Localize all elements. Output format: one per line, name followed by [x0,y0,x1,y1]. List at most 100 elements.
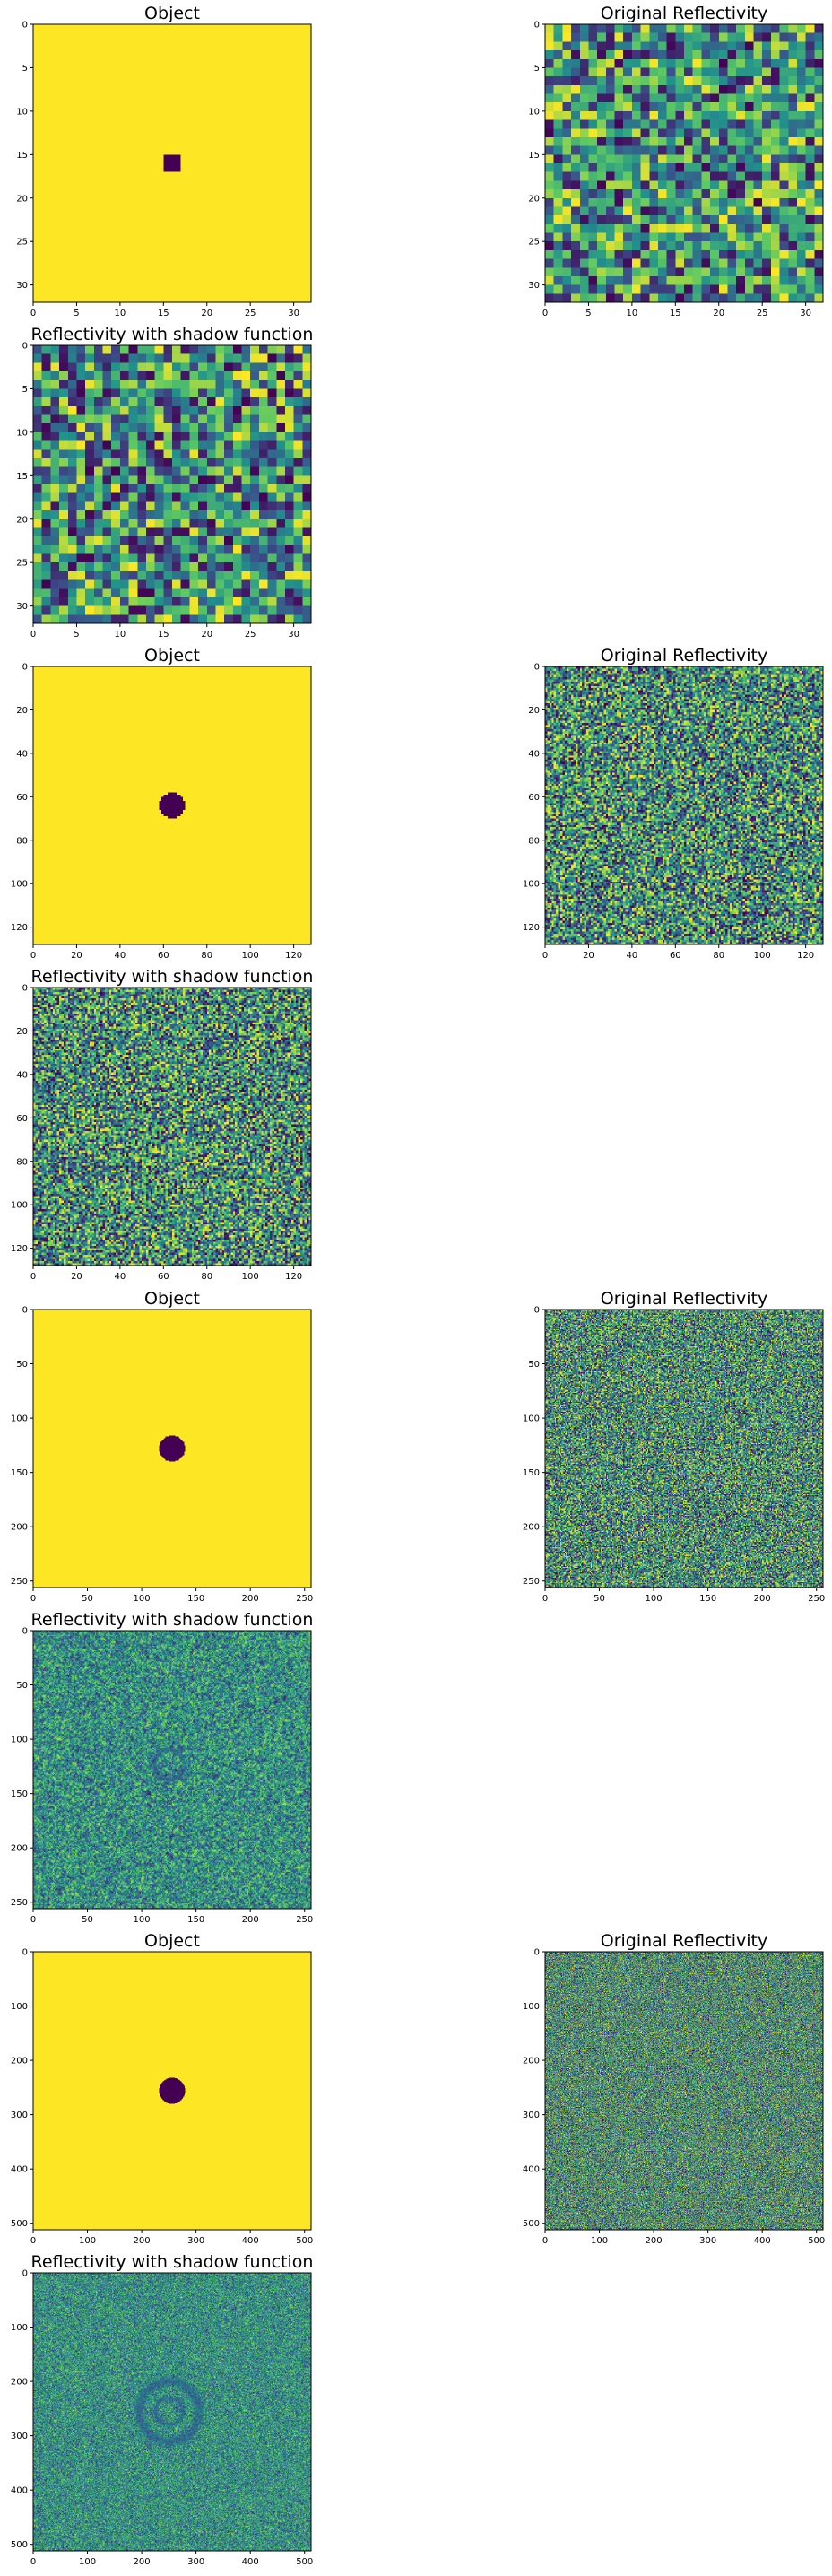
x-tick-label: 120 [285,951,302,961]
y-tick-label: 10 [16,107,28,117]
panel-title: Original Reflectivity [601,4,767,23]
y-tick-label: 120 [11,923,28,933]
panel-title: Original Reflectivity [601,1289,767,1309]
y-tick-label: 15 [528,151,540,161]
y-tick-label: 300 [11,2432,28,2441]
x-tick-label: 5 [74,309,79,318]
x-tick-label: 200 [754,1594,771,1604]
x-tick-label: 10 [115,630,126,640]
x-tick-label: 250 [808,1594,825,1604]
x-tick-label: 120 [797,951,814,961]
x-tick-label: 25 [245,309,256,318]
axes-frame [32,1951,312,2231]
y-tick-label: 250 [11,1898,28,1908]
x-tick-label: 100 [134,1915,151,1925]
x-tick-label: 15 [158,309,169,318]
heatmap-panel: Original Reflectivity 0 20 40 60 80 100 120 0 20 4… [523,646,824,961]
y-tick-label: 25 [16,238,28,248]
y-tick-label: 30 [16,281,28,291]
x-tick-label: 400 [242,2557,259,2567]
panel-title: Reflectivity with shadow function [31,1610,314,1630]
y-tick-label: 100 [11,2323,28,2333]
x-tick-label: 10 [115,309,126,318]
x-tick-label: 0 [30,951,36,961]
x-tick-label: 0 [30,630,36,640]
axes-frame [32,23,312,303]
y-tick-label: 200 [523,1523,540,1533]
y-tick-label: 120 [11,1244,28,1254]
y-tick-label: 10 [16,428,28,438]
y-tick-label: 250 [523,1577,540,1587]
heatmap-image [33,345,311,623]
x-tick-label: 20 [713,309,724,318]
x-tick-label: 500 [296,2236,313,2246]
y-tick-label: 0 [22,1948,28,1958]
x-tick-label: 150 [187,1594,204,1604]
x-tick-label: 30 [800,309,811,318]
x-tick-label: 100 [242,1272,259,1282]
heatmap-image [33,1952,311,2230]
y-tick-label: 400 [11,2165,28,2175]
y-tick-label: 100 [523,2002,540,2012]
x-tick-label: 0 [542,951,548,961]
y-tick-label: 200 [11,1523,28,1533]
axes-frame [544,1951,824,2231]
panel-title: Object [144,1289,200,1309]
x-tick-label: 150 [699,1594,716,1604]
x-tick-label: 80 [201,951,212,961]
y-tick-label: 0 [22,342,28,352]
y-tick-label: 200 [11,2057,28,2067]
y-tick-label: 50 [16,1681,28,1691]
x-tick-label: 15 [158,630,169,640]
x-tick-label: 400 [242,2236,259,2246]
y-tick-label: 100 [11,880,28,890]
x-tick-label: 100 [79,2557,96,2567]
axes-frame [544,23,824,303]
x-tick-label: 25 [245,630,256,640]
y-tick-label: 50 [528,1360,540,1370]
y-tick-label: 150 [11,1468,28,1478]
x-tick-label: 300 [699,2236,716,2246]
y-tick-label: 100 [11,1414,28,1424]
y-tick-label: 60 [16,793,28,803]
x-tick-label: 100 [591,2236,608,2246]
y-tick-label: 200 [11,2378,28,2388]
axes-frame [544,1309,824,1588]
panel-title: Object [144,646,200,666]
y-tick-label: 40 [528,749,540,759]
heatmap-image [545,24,823,302]
panel-title: Original Reflectivity [601,646,767,666]
heatmap-panel: Object 0 20 40 60 80 100 120 0 20 40 60 80 100 120 [11,646,312,961]
heatmap-image [33,24,311,302]
x-tick-label: 0 [30,1272,36,1282]
y-tick-label: 50 [16,1360,28,1370]
y-tick-label: 10 [528,107,540,117]
y-tick-label: 30 [16,602,28,612]
x-tick-label: 0 [30,1594,36,1604]
heatmap-image [33,666,311,944]
heatmap-image [545,1310,823,1588]
x-tick-label: 200 [134,2557,151,2567]
y-tick-label: 200 [523,2057,540,2067]
y-tick-label: 80 [16,1157,28,1167]
y-tick-label: 20 [528,194,540,204]
x-tick-label: 500 [296,2557,313,2567]
x-tick-label: 0 [542,1594,548,1604]
y-tick-label: 60 [16,1114,28,1124]
axes-frame [32,1309,312,1588]
x-tick-label: 80 [713,951,724,961]
panel-title: Reflectivity with shadow function [31,967,314,987]
y-tick-label: 250 [11,1577,28,1587]
x-tick-label: 20 [71,1272,82,1282]
y-tick-label: 500 [523,2219,540,2229]
axes-frame [32,666,312,945]
y-tick-label: 0 [534,21,540,30]
x-tick-label: 80 [201,1272,212,1282]
x-tick-label: 40 [627,951,638,961]
x-tick-label: 100 [79,2236,96,2246]
x-tick-label: 0 [30,309,36,318]
x-tick-label: 50 [82,1915,93,1925]
